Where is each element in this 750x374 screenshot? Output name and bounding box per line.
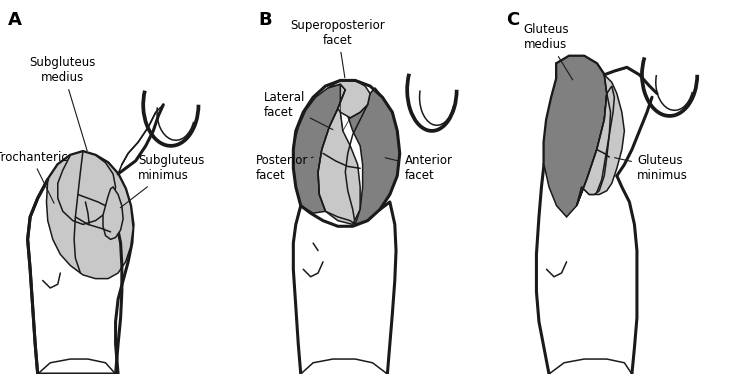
Polygon shape [328,80,370,118]
Text: A: A [8,11,22,29]
Polygon shape [348,88,400,224]
Text: Trochanteric: Trochanteric [0,151,68,203]
Text: Gluteus
medius: Gluteus medius [524,24,573,80]
Text: C: C [506,11,520,29]
Text: Gluteus
minimus: Gluteus minimus [614,154,688,182]
Text: Posterior
facet: Posterior facet [256,154,313,182]
Polygon shape [577,75,624,206]
Polygon shape [293,84,345,213]
Text: Subgluteus
minimus: Subgluteus minimus [120,154,205,208]
Text: Anterior
facet: Anterior facet [386,154,453,182]
Polygon shape [544,56,607,217]
Text: Subgluteus
medius: Subgluteus medius [30,56,96,151]
Polygon shape [46,151,134,279]
Polygon shape [577,86,614,206]
Text: B: B [259,11,272,29]
Polygon shape [103,187,123,239]
Polygon shape [58,151,116,224]
Polygon shape [318,84,360,224]
Polygon shape [28,151,134,374]
Polygon shape [118,105,164,174]
Text: Lateral
facet: Lateral facet [264,91,333,130]
Text: Superoposterior
facet: Superoposterior facet [290,19,386,78]
